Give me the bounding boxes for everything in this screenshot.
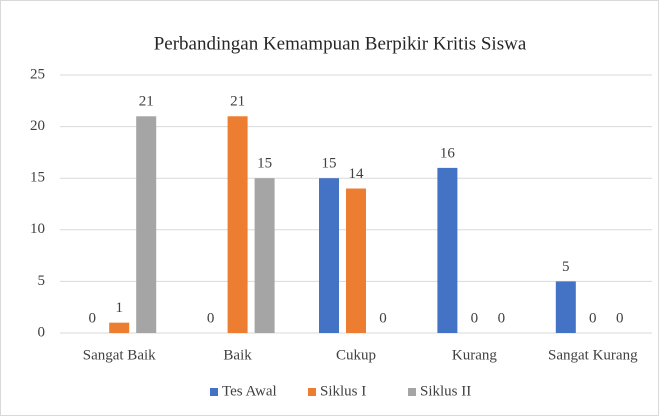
bar — [555, 281, 576, 333]
legend-label: Siklus II — [420, 383, 471, 399]
y-tick-label: 10 — [30, 221, 45, 237]
legend-label: Tes Awal — [222, 383, 277, 399]
data-label: 15 — [257, 156, 272, 172]
data-label: 15 — [322, 156, 337, 172]
data-label: 1 — [115, 300, 123, 316]
legend-swatch — [408, 388, 416, 396]
x-tick-label: Sangat Kurang — [548, 347, 638, 363]
data-label: 0 — [589, 310, 597, 326]
data-label: 21 — [230, 94, 245, 110]
legend-swatch — [210, 388, 218, 396]
legend-label: Siklus I — [320, 383, 366, 399]
legend-swatch — [308, 388, 316, 396]
data-label: 16 — [440, 145, 456, 161]
data-label: 0 — [498, 310, 506, 326]
data-label: 0 — [379, 310, 387, 326]
data-label: 0 — [471, 310, 479, 326]
bar — [136, 116, 157, 333]
data-label: 0 — [207, 310, 215, 326]
x-tick-label: Baik — [223, 347, 252, 363]
data-label: 21 — [139, 94, 154, 110]
data-label: 14 — [349, 166, 365, 182]
data-label: 5 — [562, 259, 570, 275]
y-tick-label: 0 — [38, 324, 46, 340]
y-tick-label: 5 — [38, 273, 46, 289]
bar — [227, 116, 248, 333]
bar — [346, 188, 366, 333]
bar — [319, 178, 339, 333]
bar — [109, 322, 130, 333]
data-label: 0 — [616, 310, 624, 326]
y-tick-label: 15 — [30, 170, 45, 186]
bar — [437, 167, 458, 333]
x-tick-label: Sangat Baik — [83, 347, 156, 363]
x-tick-label: Cukup — [336, 347, 376, 363]
bar — [254, 178, 275, 333]
x-tick-label: Kurang — [452, 347, 497, 363]
data-label: 0 — [88, 310, 96, 326]
chart-title: Perbandingan Kemampuan Berpikir Kritis S… — [154, 33, 527, 54]
y-tick-label: 20 — [30, 118, 45, 134]
y-tick-label: 25 — [30, 66, 45, 82]
